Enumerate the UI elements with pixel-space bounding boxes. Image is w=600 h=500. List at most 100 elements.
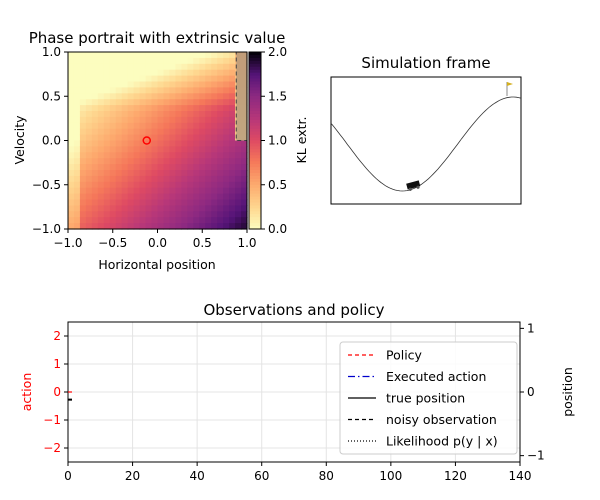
heatmap-cell <box>229 223 236 230</box>
colorbar-step <box>249 122 261 127</box>
heatmap-cell <box>235 181 242 189</box>
heatmap-cell <box>68 116 75 124</box>
heatmap-cell <box>235 158 242 165</box>
heatmap-cell <box>187 146 194 153</box>
heatmap-cell <box>241 205 248 212</box>
heatmap-cell <box>115 87 123 94</box>
heatmap-cell <box>181 140 188 147</box>
heatmap-cell <box>205 75 212 83</box>
heatmap-cell <box>211 128 218 136</box>
heatmap-cell <box>145 187 153 195</box>
heatmap-cell <box>151 122 159 130</box>
heatmap-cell <box>187 205 194 212</box>
heatmap-cell <box>145 122 153 130</box>
heatmap-cell <box>169 93 176 100</box>
heatmap-cell <box>217 187 224 195</box>
heatmap-cell <box>187 164 194 171</box>
heatmap-cell <box>103 199 111 206</box>
heatmap-cell <box>133 69 141 77</box>
heatmap-cell <box>97 122 105 130</box>
heatmap-cell <box>229 158 236 165</box>
colorbar-step <box>249 81 261 86</box>
heatmap-cell <box>163 93 171 100</box>
heatmap-cell <box>79 146 87 153</box>
colorbar-step <box>249 214 261 218</box>
heatmap-cell <box>115 158 123 165</box>
heatmap-cell <box>175 140 182 147</box>
heatmap-cell <box>73 181 81 189</box>
heatmap-cell <box>211 105 218 112</box>
heatmap-cell <box>229 122 236 130</box>
heatmap-cell <box>121 122 129 130</box>
heatmap-cell <box>199 116 206 124</box>
heatmap-cell <box>205 122 212 130</box>
heatmap-cell <box>193 116 200 124</box>
heatmap-cell <box>145 93 153 100</box>
heatmap-cell <box>68 63 75 71</box>
heatmap-cell <box>103 175 111 183</box>
colorbar-step <box>249 75 261 80</box>
heatmap-cell <box>91 116 99 124</box>
heatmap-cell <box>91 217 99 224</box>
heatmap-cell <box>187 87 194 94</box>
heatmap-cell <box>151 193 159 201</box>
heatmap-cell <box>73 146 81 153</box>
heatmap-cell <box>211 111 218 118</box>
heatmap-cell <box>163 87 171 94</box>
colorbar-step <box>249 181 261 186</box>
heatmap-cell <box>151 205 159 212</box>
heatmap-cell <box>103 140 111 147</box>
heatmap-cell <box>79 211 87 218</box>
colorbar-step <box>249 143 261 147</box>
heatmap-cell <box>157 63 165 71</box>
heatmap-cell <box>139 146 147 153</box>
heatmap-cell <box>169 81 176 88</box>
heatmap-cell <box>235 152 242 159</box>
legend-box <box>339 341 518 455</box>
heatmap-cell <box>241 134 248 142</box>
heatmap-cell <box>127 164 135 171</box>
heatmap-cell <box>68 187 75 195</box>
heatmap-cell <box>199 134 206 142</box>
heatmap-cell <box>175 170 182 177</box>
heatmap-cell <box>235 187 242 195</box>
heatmap-cell <box>157 105 165 112</box>
heatmap-cell <box>205 69 212 77</box>
heatmap-cell <box>121 152 129 159</box>
heatmap-cell <box>73 152 81 159</box>
heatmap-cell <box>115 122 123 130</box>
heatmap-cell <box>127 193 135 201</box>
heatmap-cell <box>181 69 188 77</box>
heatmap-cell <box>181 63 188 71</box>
heatmap-cell <box>157 146 165 153</box>
colorbar-tick-label: 0.5 <box>268 178 287 192</box>
colorbar-tick-label: 1.0 <box>268 134 287 148</box>
heatmap-cell <box>241 75 248 83</box>
heatmap-cell <box>211 158 218 165</box>
heatmap-cell <box>97 69 105 77</box>
heatmap-cell <box>139 205 147 212</box>
heatmap-cell <box>85 116 93 124</box>
colorbar-step <box>249 208 261 212</box>
y-tick-label: −1.0 <box>32 222 61 236</box>
heatmap-cell <box>97 87 105 94</box>
heatmap-cell <box>133 105 141 112</box>
heatmap-cell <box>68 93 75 100</box>
colorbar-step <box>249 184 261 189</box>
heatmap-cell <box>229 205 236 212</box>
heatmap-cell <box>115 205 123 212</box>
heatmap-cell <box>79 87 87 94</box>
legend-label: Executed action <box>386 369 486 384</box>
heatmap-cell <box>97 181 105 189</box>
heatmap-cell <box>175 146 182 153</box>
heatmap-cell <box>133 205 141 212</box>
heatmap-cell <box>103 187 111 195</box>
heatmap-cell <box>199 199 206 206</box>
heatmap-cell <box>223 87 230 94</box>
heatmap-cell <box>115 63 123 71</box>
heatmap-cell <box>175 164 182 171</box>
heatmap-cell <box>187 81 194 88</box>
heatmap-cell <box>109 223 117 230</box>
heatmap-cell <box>223 57 230 65</box>
heatmap-cell <box>229 52 236 59</box>
